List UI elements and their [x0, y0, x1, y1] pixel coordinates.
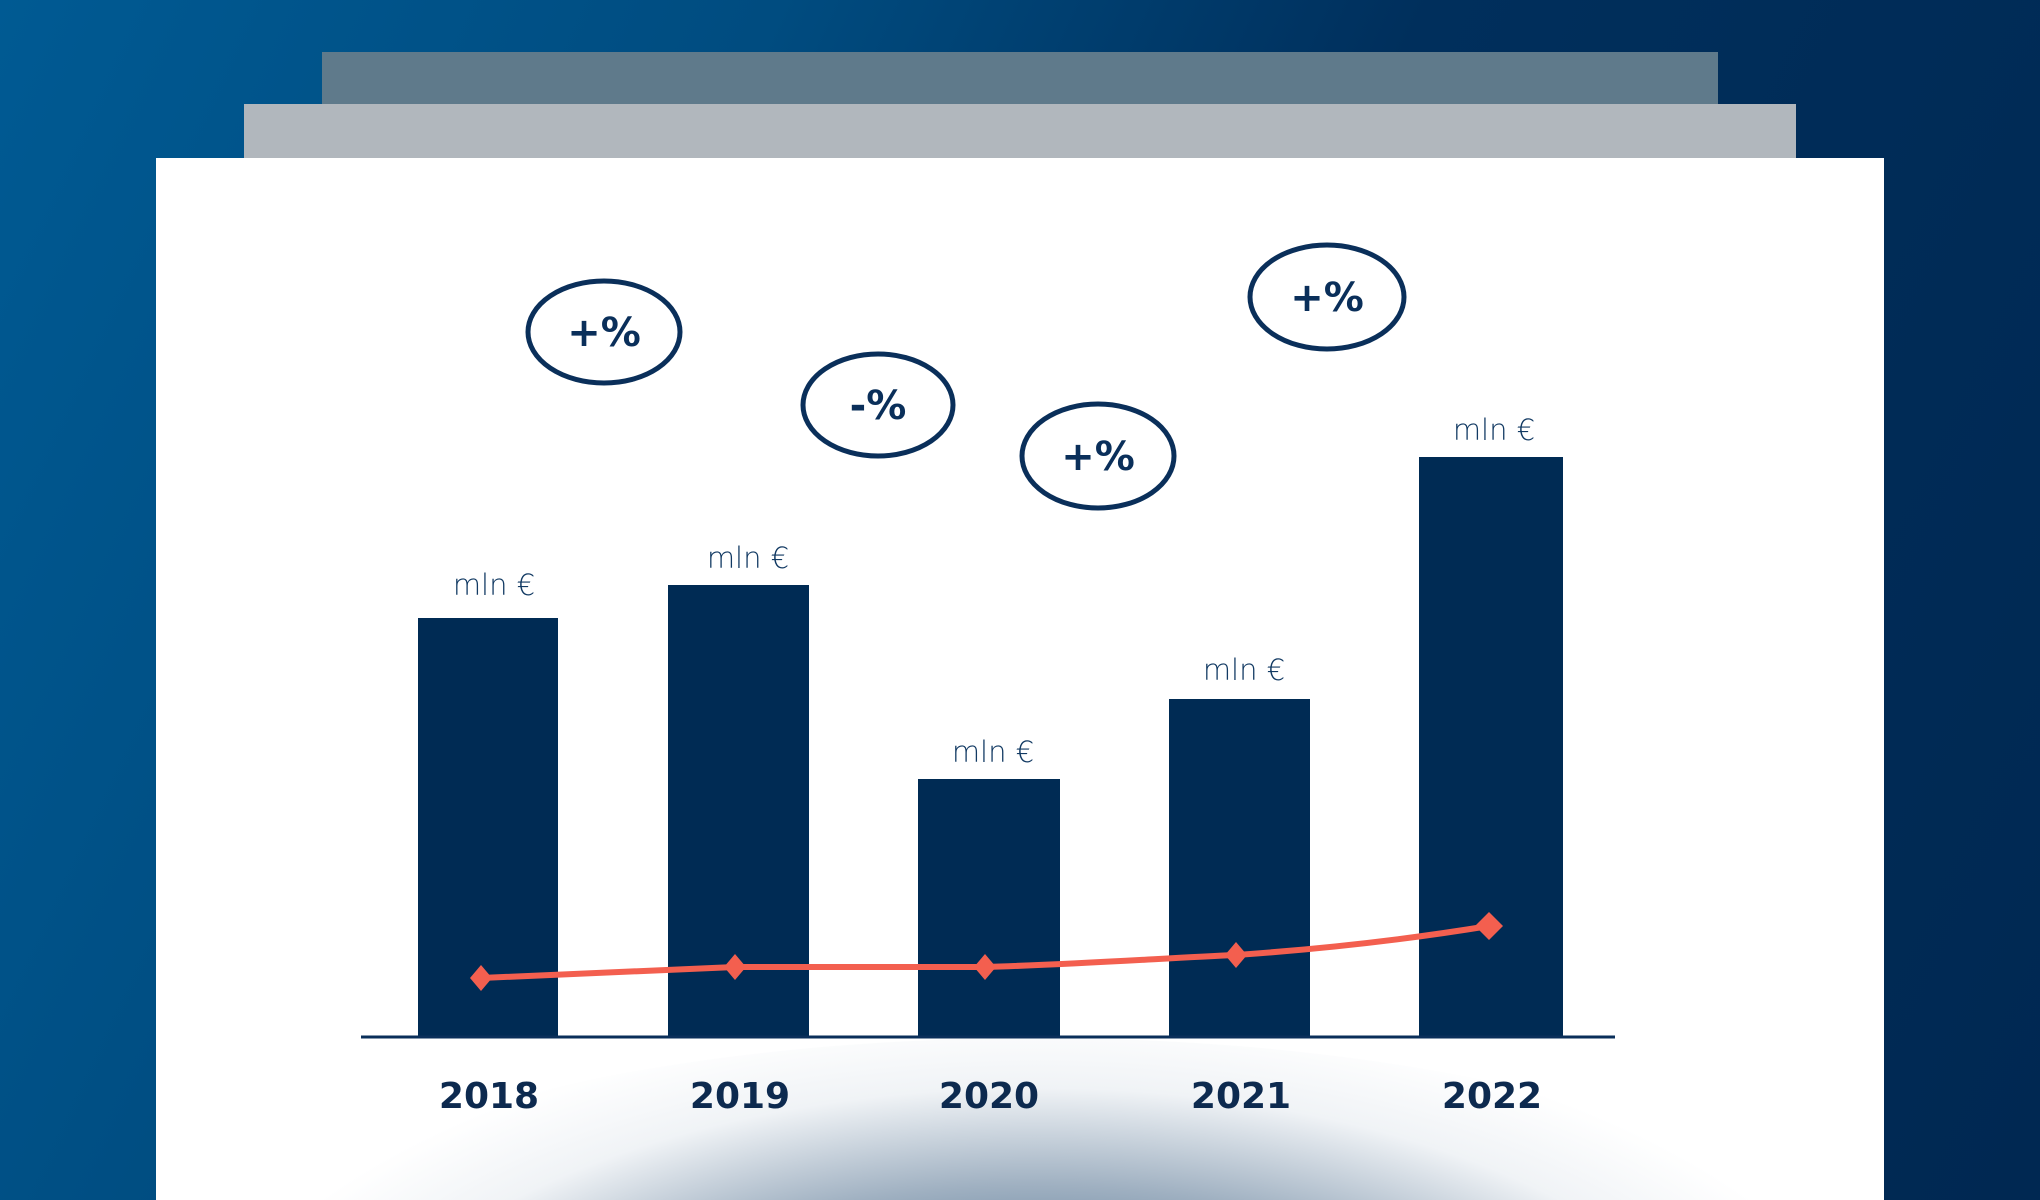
- year-label-2018: 2018: [439, 1076, 539, 1117]
- bubble-label: +%: [1061, 434, 1135, 480]
- diamond-marker-icon: [1475, 912, 1503, 940]
- chart-card: mln € mln € mln € mln € mln € +% -% +%: [156, 158, 1884, 1200]
- bubble-label: -%: [850, 383, 907, 429]
- bar-chart: mln € mln € mln € mln € mln € +% -% +%: [361, 242, 1615, 1117]
- bar-2018: [418, 618, 558, 1037]
- x-axis-labels: 2018 2019 2020 2021 2022: [439, 1076, 1542, 1117]
- ellipse-icon: [1019, 401, 1177, 511]
- value-label-2019: mln €: [707, 541, 789, 575]
- year-label-2021: 2021: [1191, 1076, 1291, 1117]
- value-label-2022: mln €: [1453, 413, 1535, 447]
- change-bubble-3: +%: [1019, 401, 1177, 511]
- bar-2020: [918, 779, 1060, 1037]
- background-layer-middle: [244, 104, 1796, 164]
- year-label-2022: 2022: [1442, 1076, 1542, 1117]
- trend-line-series: [470, 912, 1503, 991]
- change-bubble-2: -%: [800, 351, 956, 459]
- bar-2022: [1419, 457, 1563, 1037]
- ellipse-icon: [525, 278, 683, 386]
- bar-2021: [1169, 699, 1310, 1037]
- bubble-label: +%: [567, 310, 641, 356]
- diamond-marker-icon: [724, 954, 746, 980]
- background-layer-back: [322, 52, 1718, 112]
- ellipse-icon: [800, 351, 956, 459]
- change-bubble-4: +%: [1247, 242, 1407, 352]
- value-label-2018: mln €: [453, 568, 535, 602]
- year-label-2019: 2019: [690, 1076, 790, 1117]
- diamond-marker-icon: [1225, 942, 1247, 968]
- diamond-marker-icon: [974, 954, 996, 980]
- bars: [418, 457, 1563, 1037]
- year-label-2020: 2020: [939, 1076, 1039, 1117]
- value-label-2021: mln €: [1203, 653, 1285, 687]
- value-label-2020: mln €: [952, 735, 1034, 769]
- diamond-marker-icon: [470, 965, 492, 991]
- ellipse-icon: [1247, 242, 1407, 352]
- value-labels: mln € mln € mln € mln € mln €: [453, 413, 1535, 769]
- change-bubble-1: +%: [525, 278, 683, 386]
- bubble-label: +%: [1290, 275, 1364, 321]
